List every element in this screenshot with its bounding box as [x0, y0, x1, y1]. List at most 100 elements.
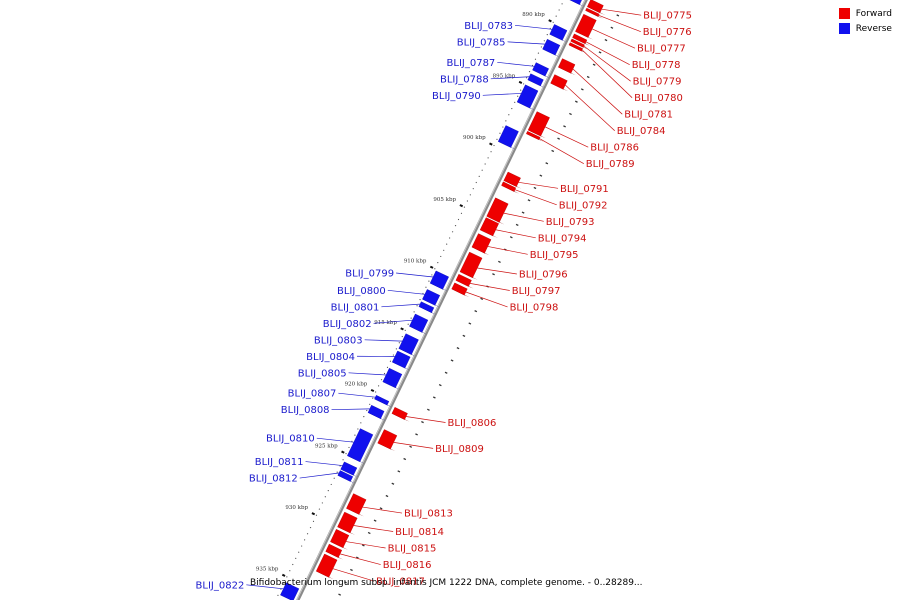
gene-block: [479, 217, 499, 237]
gene-block: [527, 111, 550, 137]
minor-tick: [419, 298, 421, 301]
gene-label: BLIJ_0788: [440, 74, 489, 85]
right-tick: [432, 396, 436, 399]
right-tick: [515, 223, 519, 227]
minor-tick: [277, 594, 279, 596]
minor-tick: [472, 188, 474, 190]
tick-label: 890 kbp: [522, 12, 545, 18]
major-tick: [400, 327, 404, 331]
gene-block: [330, 529, 350, 548]
minor-tick: [357, 428, 359, 430]
minor-tick: [440, 255, 442, 258]
leader-line: [338, 392, 376, 398]
gene-block: [409, 313, 429, 333]
gene-block: [374, 395, 390, 406]
minor-tick: [508, 114, 510, 116]
gene-label: BLIJ_0808: [281, 405, 330, 416]
gene-block: [585, 7, 600, 17]
gene-label: BLIJ_0814: [395, 527, 444, 538]
right-tick: [450, 359, 454, 362]
leader-line: [348, 372, 387, 376]
gene-block: [398, 333, 419, 355]
minor-tick: [342, 459, 344, 461]
gene-block: [418, 301, 435, 313]
minor-tick: [466, 200, 468, 202]
minor-tick: [306, 533, 309, 535]
gene-block: [347, 428, 374, 463]
minor-tick: [383, 372, 386, 375]
gene-block: [575, 13, 597, 38]
minor-tick: [528, 71, 531, 73]
leader-line: [544, 126, 589, 148]
gene-label: BLIJ_0792: [559, 200, 608, 211]
gene-block: [570, 38, 585, 48]
minor-tick: [318, 508, 321, 510]
leader-line: [490, 76, 530, 80]
gene-label: BLIJ_0804: [306, 352, 355, 363]
legend-item-forward: Forward: [838, 8, 892, 19]
major-tick: [281, 573, 286, 577]
minor-tick: [315, 514, 318, 516]
gene-block: [280, 582, 300, 600]
leader-line: [396, 272, 434, 278]
gene-block: [527, 73, 544, 87]
right-tick: [403, 457, 407, 461]
right-tick: [592, 63, 596, 66]
tick-label: 930 kbp: [285, 505, 308, 511]
minor-tick: [301, 545, 303, 547]
right-tick: [545, 162, 549, 165]
gene-label: BLIJ_0810: [266, 434, 315, 445]
minor-tick: [546, 34, 548, 36]
gene-block: [568, 42, 583, 52]
minor-tick: [552, 21, 554, 23]
axis-line: [296, 0, 588, 600]
gene-label: BLIJ_0801: [331, 302, 380, 313]
minor-tick: [555, 15, 557, 17]
minor-tick: [386, 366, 389, 368]
right-tick: [551, 149, 555, 153]
right-tick: [456, 347, 460, 350]
gene-label: BLIJ_0784: [617, 126, 666, 137]
minor-tick: [345, 453, 347, 455]
gene-label: BLIJ_0815: [388, 544, 437, 555]
leader-line: [515, 24, 553, 30]
gene-label: BLIJ_0802: [323, 319, 372, 330]
leader-line: [332, 568, 375, 582]
leader-line: [465, 291, 508, 308]
minor-tick: [446, 243, 448, 245]
gene-block: [315, 553, 338, 578]
gene-block: [501, 181, 517, 192]
minor-tick: [369, 403, 371, 405]
gene-block: [451, 282, 468, 296]
minor-tick: [499, 132, 501, 134]
major-tick: [518, 80, 523, 84]
minor-tick: [463, 206, 466, 208]
minor-tick: [407, 323, 409, 325]
genome-axis: 890 kbp 895 kbp 900 kbp 905 kbp 910 kbp 915 k…: [256, 0, 620, 600]
right-tick: [462, 334, 466, 337]
gene-block: [422, 289, 441, 306]
gene-block: [542, 38, 561, 56]
leader-line: [373, 319, 413, 324]
major-tick: [489, 142, 493, 146]
gene-label: BLIJ_0813: [404, 509, 453, 520]
leader-line: [518, 181, 559, 189]
right-tick: [468, 322, 472, 325]
minor-tick: [511, 107, 513, 110]
right-tick: [598, 51, 602, 54]
gene-block: [497, 125, 519, 148]
right-tick: [521, 211, 525, 214]
gene-label: BLIJ_0794: [538, 233, 587, 244]
tick-label: 895 kbp: [493, 74, 516, 80]
gene-label: BLIJ_0793: [546, 217, 595, 228]
leader-line: [469, 283, 510, 291]
minor-tick: [413, 311, 415, 313]
minor-tick: [410, 317, 412, 319]
minor-tick: [449, 237, 451, 239]
genome-caption: Bifidobacterium longum subsp. infantis J…: [250, 578, 643, 588]
minor-tick: [360, 422, 362, 424]
gene-label: BLIJ_0809: [435, 444, 484, 455]
right-tick: [385, 494, 389, 498]
gene-label: BLIJ_0785: [457, 37, 506, 48]
gene-block: [587, 0, 604, 14]
